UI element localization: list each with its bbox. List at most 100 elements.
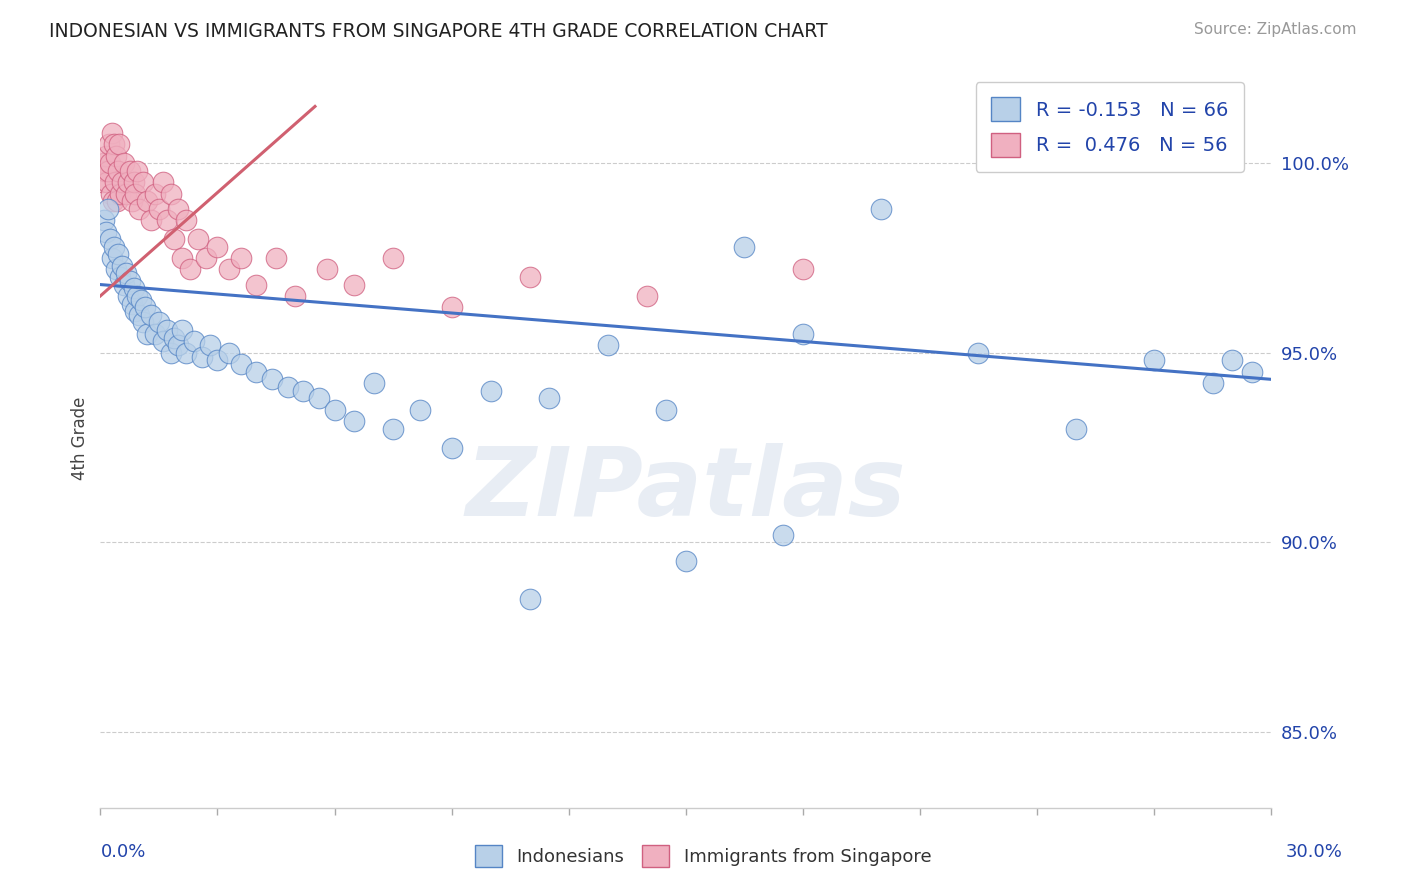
Point <box>163 331 186 345</box>
Point <box>1201 376 1223 390</box>
Point <box>128 308 150 322</box>
Point <box>122 281 145 295</box>
Point <box>869 202 891 216</box>
Point <box>772 527 794 541</box>
Point <box>675 554 697 568</box>
Point <box>108 137 131 152</box>
Point <box>343 277 366 292</box>
Point <box>127 164 149 178</box>
Point <box>100 186 122 201</box>
Point <box>198 338 221 352</box>
Legend: R = -0.153   N = 66, R =  0.476   N = 56: R = -0.153 N = 66, R = 0.476 N = 56 <box>976 82 1244 172</box>
Point <box>93 156 115 170</box>
Point <box>124 186 146 201</box>
Point <box>382 251 405 265</box>
Point <box>107 247 129 261</box>
Point <box>1064 421 1087 435</box>
Y-axis label: 4th Grade: 4th Grade <box>72 396 89 480</box>
Point <box>121 194 143 209</box>
Point <box>792 326 814 341</box>
Point <box>1143 353 1166 368</box>
Point <box>111 175 134 189</box>
Point <box>967 346 990 360</box>
Point <box>117 175 139 189</box>
Point <box>167 338 190 352</box>
Point <box>112 156 135 170</box>
Point <box>167 202 190 216</box>
Point <box>98 232 121 246</box>
Point <box>363 376 385 390</box>
Point <box>308 391 330 405</box>
Point <box>315 262 337 277</box>
Point <box>143 326 166 341</box>
Point <box>191 350 214 364</box>
Point <box>104 262 127 277</box>
Point <box>98 156 121 170</box>
Point <box>117 289 139 303</box>
Point <box>91 175 114 189</box>
Point <box>479 384 502 398</box>
Point <box>134 301 156 315</box>
Point <box>277 380 299 394</box>
Point <box>97 137 120 152</box>
Point <box>132 316 155 330</box>
Point <box>1220 353 1243 368</box>
Text: 30.0%: 30.0% <box>1286 843 1343 861</box>
Point <box>194 251 217 265</box>
Point <box>131 293 153 307</box>
Point <box>93 213 115 227</box>
Point <box>440 441 463 455</box>
Point <box>174 213 197 227</box>
Point <box>440 301 463 315</box>
Point <box>159 186 181 201</box>
Point <box>792 262 814 277</box>
Point <box>124 304 146 318</box>
Point <box>136 326 159 341</box>
Point <box>284 289 307 303</box>
Point <box>229 251 252 265</box>
Point <box>114 266 136 280</box>
Point <box>538 391 561 405</box>
Point <box>733 240 755 254</box>
Text: INDONESIAN VS IMMIGRANTS FROM SINGAPORE 4TH GRADE CORRELATION CHART: INDONESIAN VS IMMIGRANTS FROM SINGAPORE … <box>49 22 828 41</box>
Point <box>96 149 118 163</box>
Point <box>323 402 346 417</box>
Point <box>159 346 181 360</box>
Point <box>96 175 118 189</box>
Point <box>97 202 120 216</box>
Point <box>218 346 240 360</box>
Point <box>1240 365 1263 379</box>
Point <box>152 334 174 349</box>
Point <box>519 270 541 285</box>
Point <box>108 186 131 201</box>
Point <box>139 308 162 322</box>
Text: 0.0%: 0.0% <box>101 843 146 861</box>
Point <box>152 175 174 189</box>
Point <box>148 316 170 330</box>
Point <box>156 323 179 337</box>
Point <box>107 164 129 178</box>
Point <box>127 289 149 303</box>
Point <box>409 402 432 417</box>
Point <box>118 164 141 178</box>
Point <box>122 175 145 189</box>
Point <box>101 251 124 265</box>
Text: ZIPatlas: ZIPatlas <box>465 443 905 536</box>
Point <box>104 175 127 189</box>
Point <box>94 164 117 178</box>
Point <box>179 262 201 277</box>
Point <box>101 194 124 209</box>
Point <box>174 346 197 360</box>
Point <box>156 213 179 227</box>
Point <box>139 213 162 227</box>
Legend: Indonesians, Immigrants from Singapore: Indonesians, Immigrants from Singapore <box>467 838 939 874</box>
Point <box>148 202 170 216</box>
Point <box>264 251 287 265</box>
Point <box>207 240 229 254</box>
Point <box>121 296 143 310</box>
Point <box>260 372 283 386</box>
Point <box>172 323 194 337</box>
Point <box>229 357 252 371</box>
Point <box>382 421 405 435</box>
Point <box>519 592 541 607</box>
